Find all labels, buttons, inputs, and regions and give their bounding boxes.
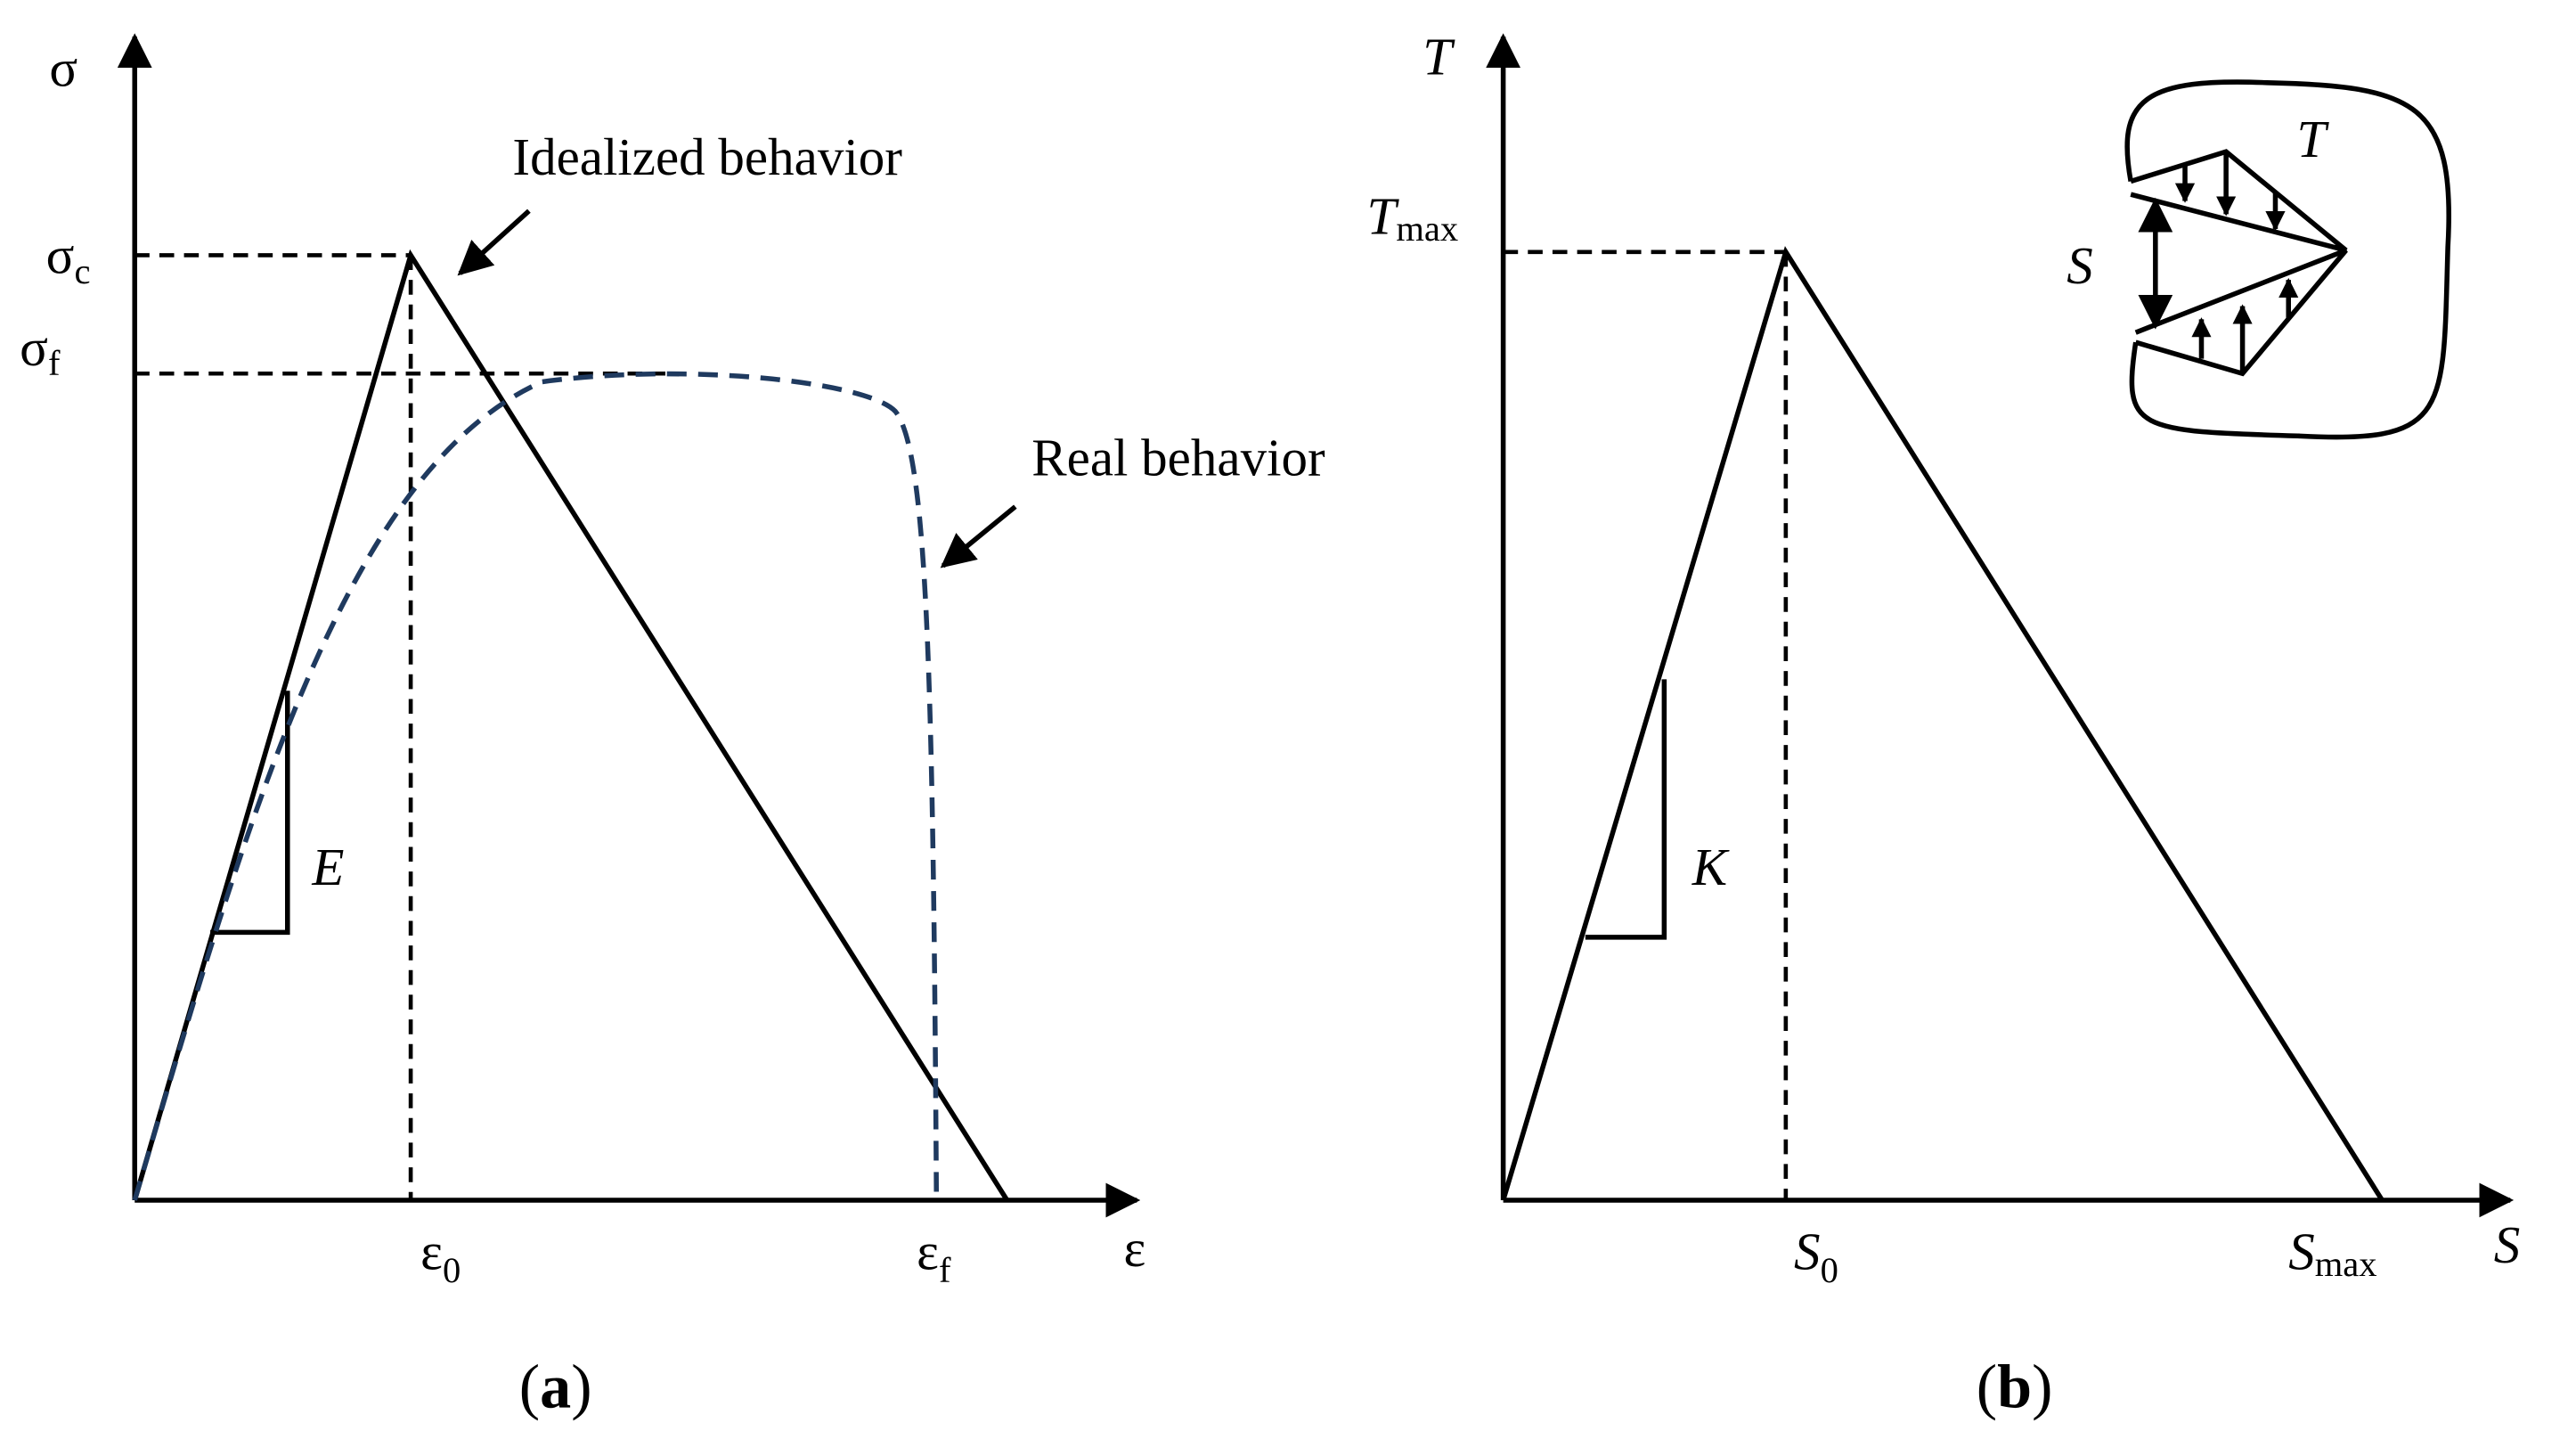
tick-label: Tmax — [1367, 186, 1459, 248]
tick-label: Smax — [2288, 1222, 2376, 1283]
symbol: T — [1367, 186, 1400, 245]
body-outline — [2124, 79, 2451, 440]
tick-label: S0 — [1794, 1222, 1838, 1290]
subscript: 0 — [1821, 1250, 1838, 1290]
paren: ) — [571, 1353, 591, 1421]
inset-label: T — [2296, 110, 2329, 168]
axis-label: S — [2494, 1215, 2521, 1274]
symbol: S — [1794, 1222, 1821, 1280]
symbol: ε — [917, 1222, 939, 1280]
caption: (b) — [1977, 1353, 2053, 1421]
tick-label: σf — [20, 318, 61, 383]
subscript: c — [74, 251, 90, 291]
lower-crack-face — [2134, 248, 2348, 377]
symbol: σ — [20, 318, 48, 377]
paren: ( — [1977, 1353, 1997, 1421]
pointer-arrow — [940, 504, 1017, 568]
subscript: max — [2315, 1244, 2377, 1284]
tick-label: σc — [46, 226, 91, 291]
idealized-curve — [132, 249, 1009, 1202]
panel-b: T Tmax S0 Smax S K T S (b) — [1367, 28, 2521, 1422]
axis-label: T — [1423, 28, 1455, 86]
axis-label: σ — [49, 38, 77, 97]
inset-label: S — [2067, 236, 2093, 295]
paren: ( — [519, 1353, 540, 1421]
subscript: max — [1396, 208, 1458, 249]
upper-crack-face — [2130, 149, 2348, 253]
traction-separation-curve — [1500, 246, 2384, 1202]
caption: (a) — [519, 1353, 592, 1421]
tick-label: ε0 — [420, 1222, 461, 1290]
slope-label: E — [311, 838, 344, 896]
slope-triangle — [210, 691, 290, 936]
symbol: σ — [46, 226, 75, 285]
subscript: f — [939, 1250, 951, 1290]
symbol: ε — [420, 1222, 443, 1280]
symbol: S — [2288, 1222, 2315, 1280]
tick-label: εf — [917, 1222, 951, 1290]
subscript: 0 — [443, 1250, 461, 1290]
axis-label: ε — [1124, 1219, 1146, 1278]
real-curve — [132, 371, 940, 1201]
caption-letter: b — [1997, 1353, 2032, 1421]
slope-triangle — [1585, 679, 1667, 940]
annotation: Real behavior — [1031, 429, 1325, 487]
panel-a: σ σc σf ε0 εf ε E Idealized behavior Rea… — [20, 33, 1325, 1421]
pointer-arrow — [457, 208, 531, 276]
paren: ) — [2032, 1353, 2052, 1421]
caption-letter: a — [540, 1353, 571, 1421]
annotation: Idealized behavior — [512, 127, 902, 186]
slope-label: K — [1692, 838, 1730, 896]
crack-inset: T S — [2067, 79, 2451, 440]
subscript: f — [48, 343, 61, 383]
